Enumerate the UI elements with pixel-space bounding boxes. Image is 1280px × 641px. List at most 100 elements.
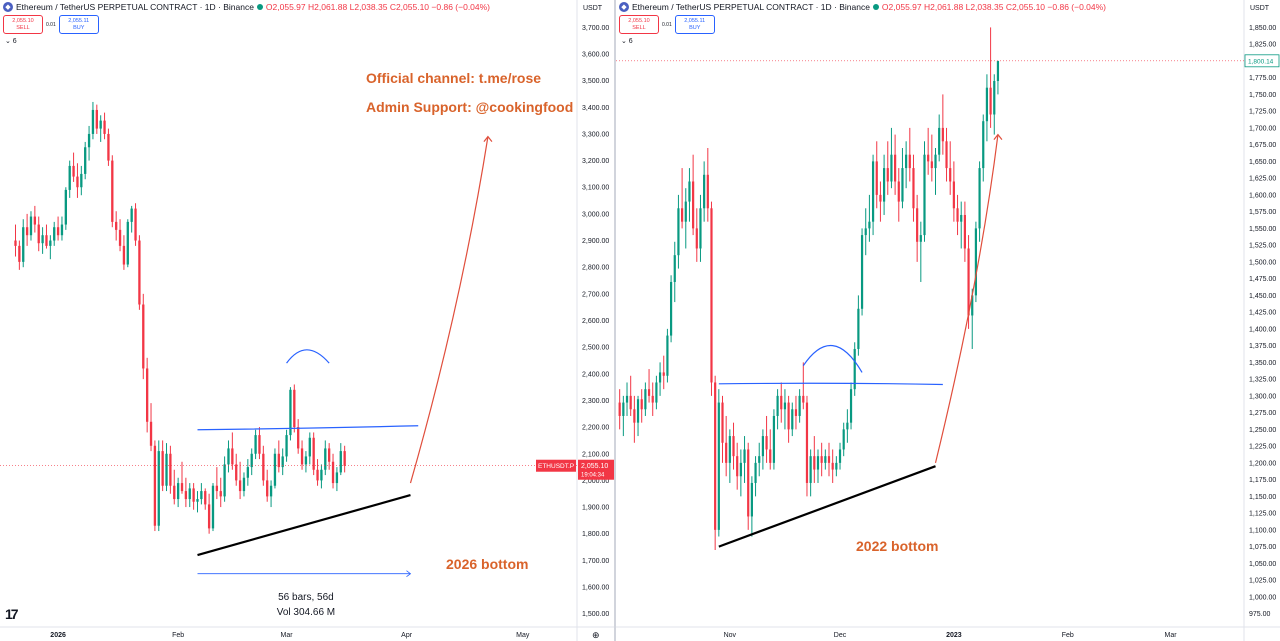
candle-body (805, 402, 809, 483)
y-tick-label: 1,600.00 (582, 585, 609, 592)
candle-body (33, 216, 37, 225)
y-tick-label: 1,375.00 (1249, 343, 1276, 350)
candle-body (769, 449, 772, 463)
candle-body (343, 451, 346, 466)
candle-body (277, 453, 280, 468)
y-tick-label: 3,600.00 (582, 51, 609, 58)
y-tick-label: 2,800.00 (582, 265, 609, 272)
candle-body (923, 154, 926, 236)
candle-body (864, 228, 867, 236)
indicators-toggle[interactable]: ⌄ 6 (5, 38, 17, 45)
indicators-toggle[interactable]: ⌄ 6 (621, 38, 633, 45)
currency-label: USDT (583, 5, 603, 12)
candle-body (853, 348, 856, 390)
y-tick-label: 1,050.00 (1249, 561, 1276, 568)
y-tick-label: 3,700.00 (582, 25, 609, 32)
candle-body (882, 168, 886, 202)
last-price-label: 1,800.14 (1248, 58, 1274, 65)
eth-icon: ◆ (3, 2, 13, 12)
ohlc-values: O2,055.97 H2,061.88 L2,038.35 C2,055.10 … (882, 2, 1106, 12)
candle-body (949, 168, 952, 182)
buy-price: 2,055.11 (684, 17, 706, 24)
candle-body (816, 456, 820, 470)
y-tick-label: 3,300.00 (582, 131, 609, 138)
candle-body (87, 133, 91, 148)
candle-body (64, 189, 67, 225)
date-range-arrowhead (406, 570, 412, 578)
candle-body (331, 461, 335, 484)
candle-body (897, 181, 900, 202)
sell-button[interactable]: 2,055.10 SELL (619, 15, 659, 34)
candle-body (644, 389, 647, 410)
candle-body (153, 445, 157, 526)
buy-button[interactable]: 2,055.11 BUY (58, 15, 99, 34)
y-tick-label: 2,600.00 (582, 318, 609, 325)
candle-body (905, 154, 908, 169)
candle-body (655, 382, 658, 403)
range-bars-label: 56 bars, 56d (278, 592, 334, 603)
y-tick-label: 1,500.00 (582, 611, 609, 618)
panel-divider (614, 0, 616, 641)
candle-body (300, 448, 304, 465)
price-axis (577, 0, 614, 641)
candle-body (324, 448, 327, 470)
symbol-tag-label: ETHUSDT.P (538, 463, 574, 470)
candle-body (312, 437, 315, 470)
support-annotation: Admin Support: @cookingfood (366, 99, 573, 115)
candle-body (250, 453, 253, 468)
candle-body (692, 181, 695, 229)
candle-body (215, 485, 219, 492)
candle-body (246, 467, 250, 478)
candle-body (772, 415, 776, 463)
symbol-title[interactable]: Ethereum / TetherUS PERPETUAL CONTRACT ·… (632, 2, 870, 12)
y-tick-label: 2,300.00 (582, 398, 609, 405)
candle-body (269, 485, 273, 497)
candle-body (651, 395, 654, 403)
candle-body (703, 174, 706, 209)
candle-body (118, 229, 122, 246)
candle-body (765, 436, 768, 450)
y-tick-label: 1,700.00 (582, 558, 609, 565)
chart-panel-2022[interactable]: 975.00 1,000.00 1,025.00 1,050.00 1,075.00 1,… (616, 0, 1280, 641)
y-tick-label: 1,850.00 (1249, 25, 1276, 32)
candle-body (262, 453, 265, 481)
candle-body (99, 120, 102, 129)
resistance-line (197, 425, 419, 431)
candle-body (677, 208, 680, 256)
x-tick-label: 2023 (946, 632, 962, 639)
countdown-label: 19:04:34 (581, 473, 605, 479)
candle-body (684, 201, 687, 222)
chart-panel-2026[interactable]: 1,500.00 1,600.00 1,700.00 1,800.00 1,900.00… (0, 0, 614, 641)
buy-label: BUY (689, 24, 701, 31)
y-tick-label: 1,350.00 (1249, 360, 1276, 367)
symbol-title[interactable]: Ethereum / TetherUS PERPETUAL CONTRACT ·… (16, 2, 254, 12)
sell-button[interactable]: 2,055.10 SELL (3, 15, 43, 34)
chart-canvas-2026[interactable]: 1,500.00 1,600.00 1,700.00 1,800.00 1,900.00… (0, 0, 614, 641)
range-volume-label: Vol 304.66 M (277, 607, 335, 618)
candle-body (76, 176, 79, 188)
y-tick-label: 1,250.00 (1249, 427, 1276, 434)
y-tick-label: 1,600.00 (1249, 192, 1276, 199)
chart-canvas-2022[interactable]: 975.00 1,000.00 1,025.00 1,050.00 1,075.00 1,… (616, 0, 1280, 641)
candle-body (846, 422, 849, 430)
high-value: H2,061.88 (308, 2, 348, 12)
candle-body (126, 221, 129, 265)
candle-body (945, 141, 948, 169)
candle-body (647, 389, 651, 396)
candle-body (669, 281, 673, 336)
candle-body (780, 395, 783, 410)
y-tick-label: 1,275.00 (1249, 410, 1276, 417)
x-tick-label: Feb (1062, 632, 1074, 639)
tradingview-logo-icon[interactable]: 17 (5, 606, 19, 622)
candle-body (879, 194, 882, 202)
buy-button[interactable]: 2,055.11 BUY (674, 15, 715, 34)
candle-body (297, 427, 300, 449)
chart-header: ◆ Ethereum / TetherUS PERPETUAL CONTRACT… (619, 2, 1106, 12)
candle-body (188, 488, 191, 500)
candle-body (169, 453, 172, 486)
x-tick-label: May (516, 632, 530, 639)
candle-body (180, 483, 184, 492)
candle-body (80, 173, 83, 188)
candle-body (138, 240, 141, 305)
y-tick-label: 1,650.00 (1249, 159, 1276, 166)
